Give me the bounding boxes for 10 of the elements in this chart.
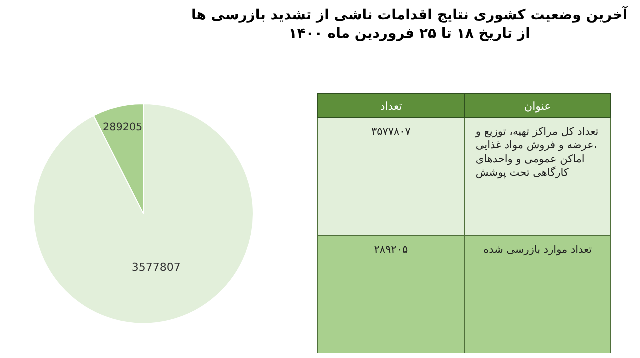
text: عنوان — [524, 100, 552, 114]
text: ۲۸۹۲۰۵ — [374, 244, 408, 256]
text: تعداد — [380, 100, 402, 114]
text: آخرین وضعیت کشوری نتایج اقدامات ناشی از تشدید بازرسی ها از تاریخ ۱۸ تا ۲۵ فروردین ماه ۱۴۰۰ — [191, 6, 629, 42]
text: ۳۵۷۷۸۰۷ — [371, 126, 412, 138]
data-label: 3577807 — [132, 260, 181, 274]
pie-slice — [33, 103, 254, 324]
text: تعداد موارد بازرسی شده — [484, 244, 592, 256]
data-label: 289205 — [103, 121, 143, 134]
text: تعداد کل مراکز تهیه، توزیع و عرضه و فروش مواد غذایی، اماکن عمومی و واحدهای کارگاهی تحت پوشش — [474, 126, 599, 179]
